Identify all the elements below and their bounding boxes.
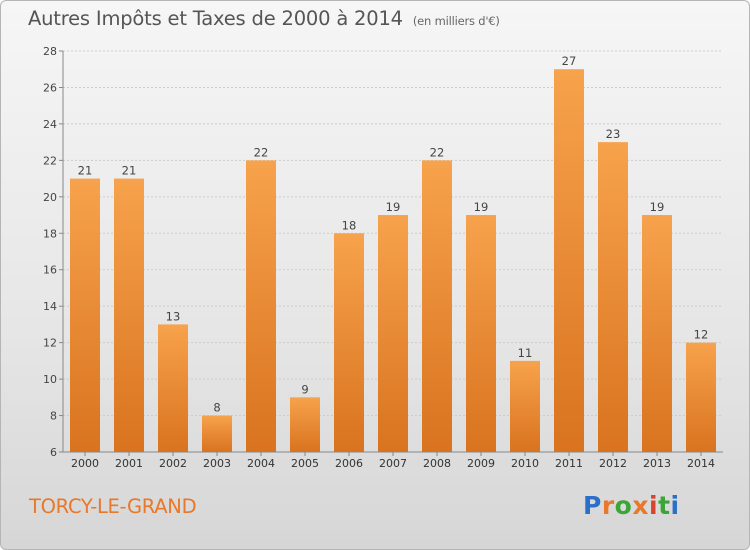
x-tick-label: 2004 xyxy=(247,457,275,470)
bar-2013 xyxy=(642,215,672,452)
x-tick-label: 2003 xyxy=(203,457,231,470)
logo-letter: i xyxy=(649,491,659,520)
value-label: 8 xyxy=(213,401,220,415)
y-tick-label: 24 xyxy=(43,118,57,131)
commune-name: TORCY-LE-GRAND xyxy=(29,495,197,518)
bar-2006 xyxy=(334,233,364,452)
bar-2004 xyxy=(246,160,276,452)
x-tick-label: 2007 xyxy=(379,457,407,470)
x-tick-label: 2009 xyxy=(467,457,495,470)
bar-2010 xyxy=(510,360,540,452)
x-tick-label: 2000 xyxy=(71,457,99,470)
x-tick-label: 2001 xyxy=(115,457,143,470)
bar-2005 xyxy=(290,397,320,452)
x-tick-label: 2008 xyxy=(423,457,451,470)
bar-2003 xyxy=(202,415,232,452)
value-label: 21 xyxy=(122,164,137,178)
value-label: 13 xyxy=(166,309,181,323)
axes: 6 8 10 12 14 16 18 20 22 24 26 28 2000 2001 2002 2003 20… xyxy=(43,45,723,470)
x-tick-label: 2012 xyxy=(599,457,627,470)
y-tick-label: 14 xyxy=(43,300,57,313)
y-tick-label: 16 xyxy=(43,264,57,277)
y-tick-label: 22 xyxy=(43,154,57,167)
y-tick-label: 26 xyxy=(43,81,57,94)
chart-title: Autres Impôts et Taxes de 2000 à 2014 (e… xyxy=(28,7,500,30)
bar-2009 xyxy=(466,215,496,452)
y-tick-label: 12 xyxy=(43,337,57,350)
x-tick-label: 2006 xyxy=(335,457,363,470)
y-tick-label: 28 xyxy=(43,45,57,58)
value-label: 21 xyxy=(78,164,93,178)
x-tick-label: 2014 xyxy=(687,457,715,470)
logo-letter: i xyxy=(670,491,680,520)
bars: 21 21 13 8 22 9 18 19 22 19 11 27 23 19 12 xyxy=(70,54,716,453)
y-tick-label: 6 xyxy=(50,446,57,459)
y-tick-label: 10 xyxy=(43,373,57,386)
x-tick-label: 2010 xyxy=(511,457,539,470)
value-label: 11 xyxy=(518,346,533,360)
logo-letter: r xyxy=(601,491,615,520)
value-label: 19 xyxy=(474,200,489,214)
value-label: 19 xyxy=(650,200,665,214)
title-text: Autres Impôts et Taxes de 2000 à 2014 xyxy=(28,7,403,30)
logo-letter: P xyxy=(583,491,602,520)
value-label: 22 xyxy=(254,145,269,159)
bar-2001 xyxy=(114,178,144,452)
y-tick-label: 8 xyxy=(50,410,57,423)
x-tick-label: 2005 xyxy=(291,457,319,470)
value-label: 22 xyxy=(430,145,445,159)
bar-2002 xyxy=(158,324,188,452)
value-label: 19 xyxy=(386,200,401,214)
bar-2011 xyxy=(554,69,584,453)
bar-2008 xyxy=(422,160,452,452)
x-tick-label: 2002 xyxy=(159,457,187,470)
title-unit: (en milliers d'€) xyxy=(412,14,500,28)
logo-letter: x xyxy=(632,491,649,520)
value-label: 23 xyxy=(606,127,621,141)
value-label: 12 xyxy=(694,328,709,342)
x-tick-label: 2013 xyxy=(643,457,671,470)
bar-2014 xyxy=(686,342,716,452)
logo-letter: o xyxy=(614,491,633,520)
y-tick-label: 18 xyxy=(43,227,57,240)
proxiti-logo: Proxiti xyxy=(583,491,680,520)
value-label: 18 xyxy=(342,218,357,232)
bar-2007 xyxy=(378,215,408,452)
bar-2000 xyxy=(70,178,100,452)
value-label: 27 xyxy=(562,54,577,68)
logo-letter: t xyxy=(658,491,671,520)
value-label: 9 xyxy=(301,382,308,396)
x-tick-label: 2011 xyxy=(555,457,583,470)
bar-2012 xyxy=(598,142,628,453)
y-tick-label: 20 xyxy=(43,191,57,204)
